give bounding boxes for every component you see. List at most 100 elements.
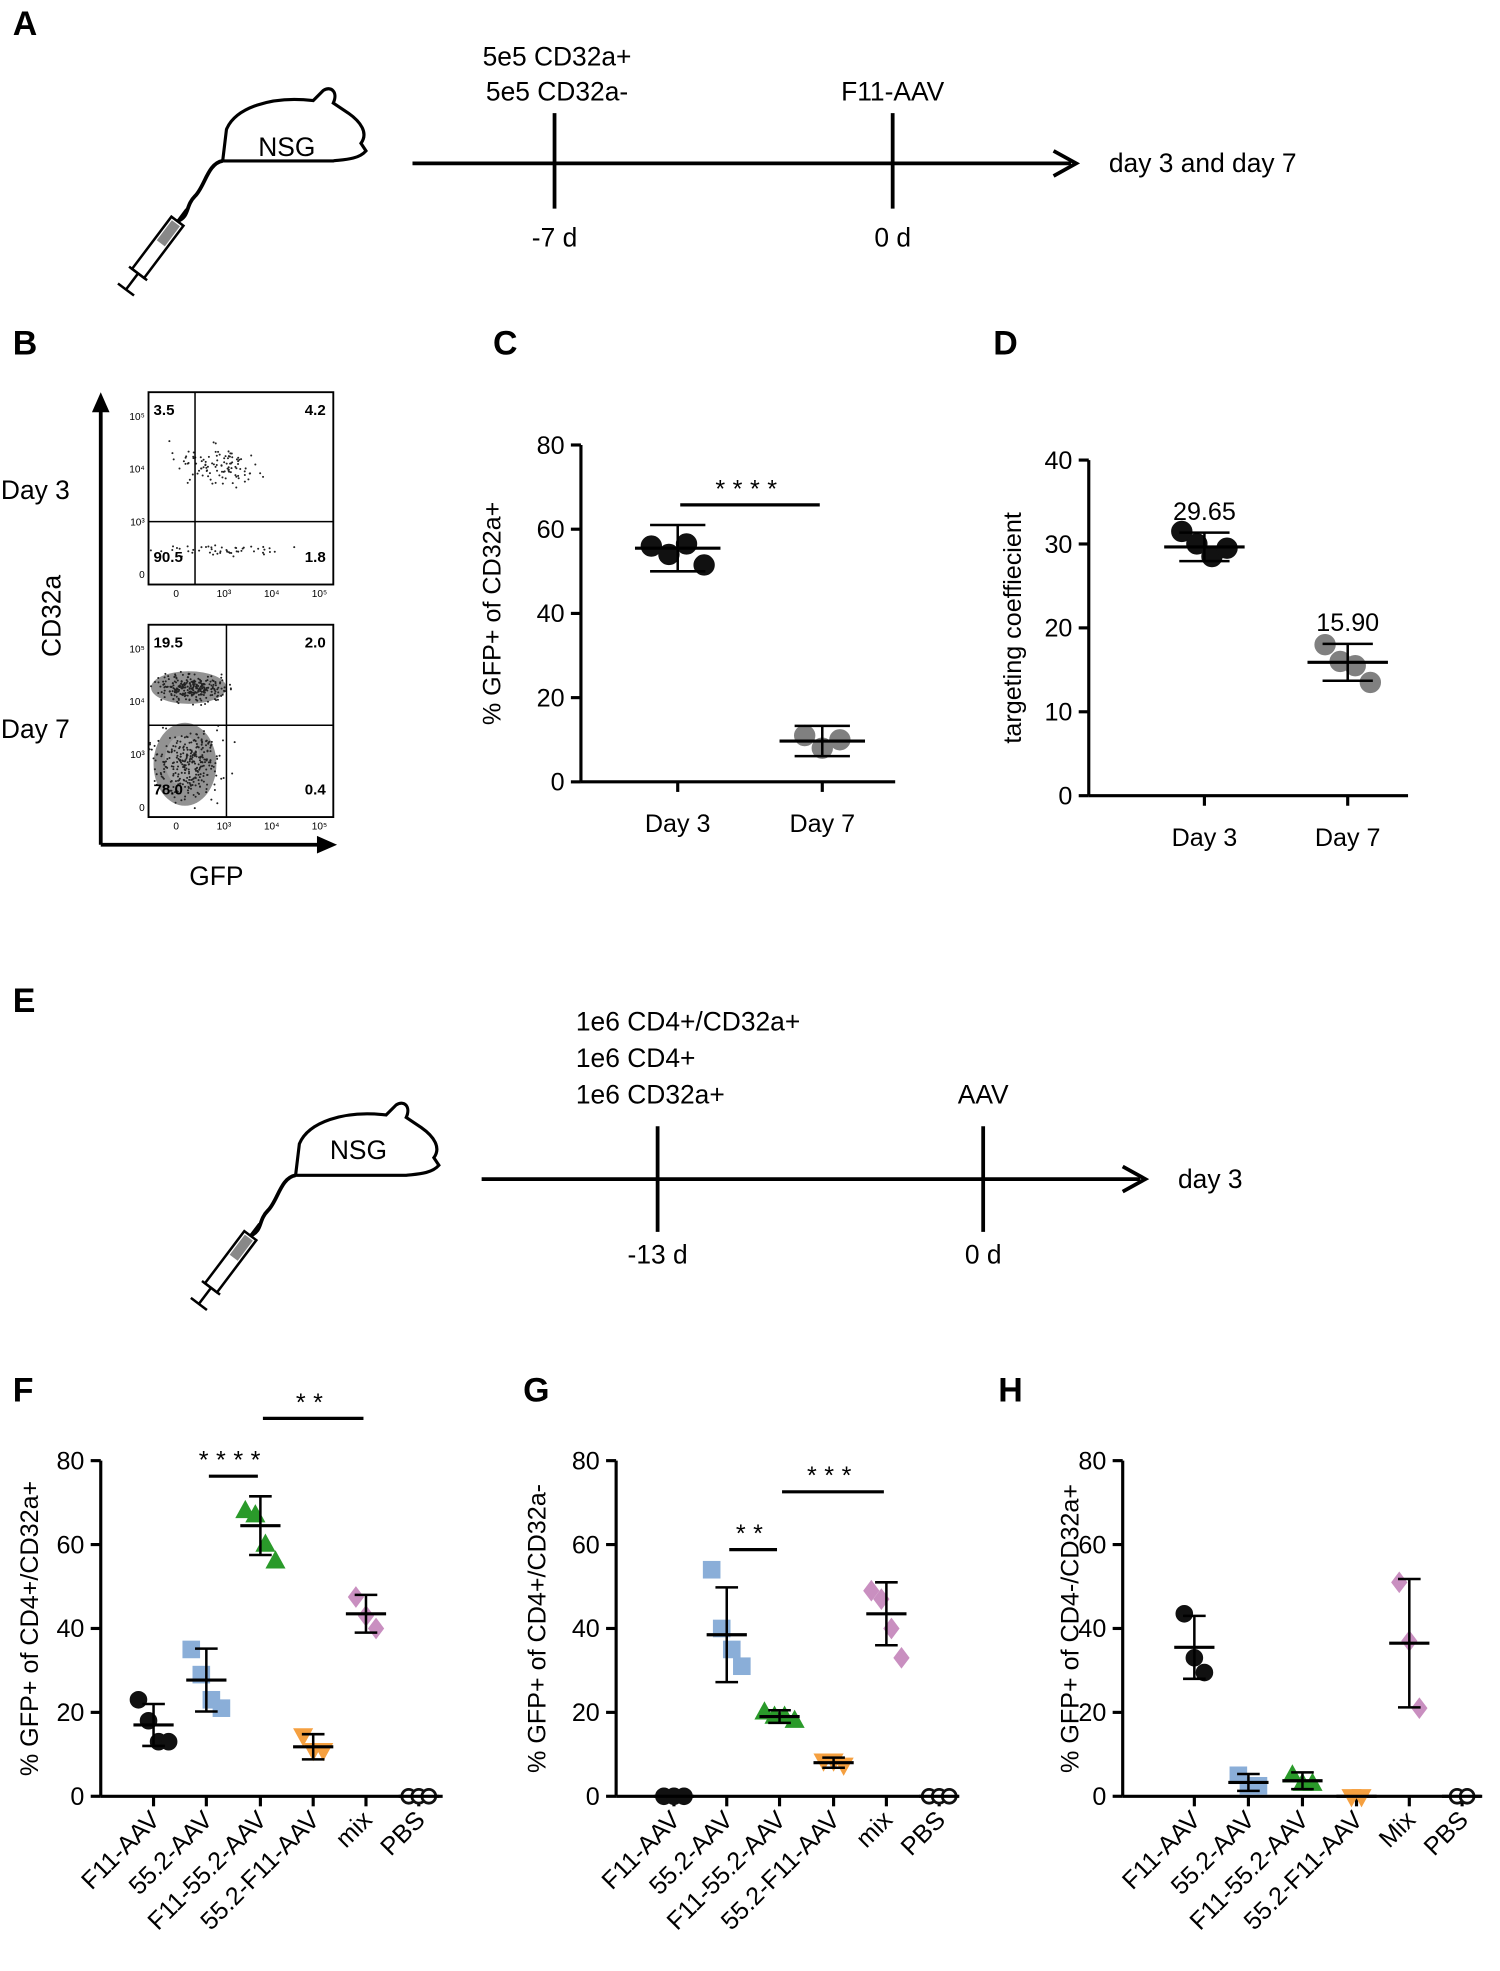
- data-point: [640, 535, 663, 557]
- event-dot: [180, 799, 183, 802]
- flow-tick-label: 10⁵: [129, 412, 144, 423]
- y-tick-label: 60: [572, 1531, 600, 1559]
- event-dot: [227, 469, 230, 472]
- event-dot: [175, 689, 178, 692]
- event-dot: [228, 551, 231, 554]
- event-dot: [153, 768, 156, 771]
- event-dot: [170, 780, 173, 783]
- event-dot: [205, 768, 208, 771]
- event-dot: [192, 689, 195, 692]
- event-dot: [235, 475, 238, 478]
- event-dot: [164, 760, 167, 763]
- event-dot: [252, 550, 255, 553]
- event-dot: [212, 679, 215, 682]
- event-dot: [230, 467, 233, 470]
- event-dot: [184, 698, 188, 701]
- event-dot: [173, 796, 176, 799]
- event-dot: [200, 546, 203, 549]
- event-dot: [188, 687, 191, 690]
- event-dot: [173, 690, 176, 693]
- event-dot: [159, 772, 162, 775]
- event-dot: [179, 685, 182, 688]
- data-point: [347, 1586, 365, 1608]
- event-dot: [194, 795, 197, 798]
- data-point: [1171, 520, 1193, 543]
- event-dot: [174, 736, 177, 739]
- event-dot: [185, 735, 188, 738]
- event-dot: [192, 548, 195, 551]
- event-dot: [176, 751, 179, 754]
- flow-tick-label: 10³: [217, 589, 232, 600]
- event-dot: [169, 789, 172, 792]
- event-dot: [209, 750, 212, 753]
- event-dot: [162, 680, 165, 683]
- data-point: [733, 1657, 751, 1676]
- event-dot: [199, 685, 202, 688]
- event-dot: [209, 478, 212, 481]
- event-dot: [177, 783, 180, 786]
- y-tick-label: 30: [1044, 531, 1072, 559]
- y-tick-label: 0: [551, 769, 565, 797]
- event-dot: [190, 687, 193, 690]
- event-dot: [233, 741, 236, 744]
- event-dot: [202, 774, 205, 778]
- event-dot: [194, 784, 197, 787]
- event-dot: [211, 765, 214, 768]
- event-dot: [175, 687, 178, 690]
- event-dot: [247, 478, 250, 481]
- event-dot: [215, 464, 218, 467]
- flow-row-label: Day 3: [1, 475, 70, 505]
- event-dot: [172, 768, 175, 771]
- event-dot: [178, 547, 181, 550]
- y-tick-label: 60: [1078, 1531, 1106, 1559]
- event-dot: [163, 696, 166, 699]
- data-point: [129, 1690, 148, 1709]
- event-dot: [199, 773, 202, 776]
- event-dot: [191, 680, 194, 683]
- mouse-icon: [187, 1101, 441, 1313]
- event-dot: [214, 762, 217, 765]
- event-dot: [162, 777, 165, 780]
- event-dot: [175, 695, 178, 698]
- event-dot: [155, 773, 158, 776]
- event-dot: [172, 458, 175, 461]
- event-dot: [259, 472, 262, 475]
- event-dot: [226, 457, 229, 460]
- event-dot: [234, 546, 237, 549]
- event-dot: [172, 773, 175, 776]
- event-dot: [201, 756, 204, 759]
- event-dot: [185, 746, 188, 749]
- event-dot: [194, 776, 197, 779]
- panel-label: E: [13, 982, 36, 1020]
- event-dot: [188, 781, 191, 784]
- event-dot: [189, 787, 193, 790]
- event-dot: [186, 685, 189, 688]
- event-dot: [187, 768, 190, 771]
- event-dot: [182, 460, 185, 463]
- panel-label: A: [13, 5, 38, 43]
- event-dot: [195, 773, 198, 776]
- y-tick-label: 80: [537, 432, 565, 460]
- event-dot: [198, 681, 201, 684]
- event-dot: [187, 691, 190, 694]
- event-dot: [250, 545, 253, 548]
- event-dot: [165, 686, 168, 689]
- significance-label: ****: [715, 475, 784, 503]
- event-dot: [186, 481, 189, 484]
- event-dot: [182, 752, 185, 755]
- event-dot: [193, 752, 196, 755]
- event-dot: [188, 758, 191, 761]
- event-dot: [166, 758, 169, 761]
- event-dot: [185, 767, 188, 770]
- x-tick-label: Day 3: [1172, 824, 1238, 852]
- y-tick-label: 40: [1078, 1615, 1106, 1643]
- x-tick-label: Day 3: [645, 810, 711, 838]
- event-dot: [197, 689, 200, 692]
- event-dot: [176, 739, 179, 742]
- event-dot: [200, 748, 203, 751]
- event-dot: [189, 678, 192, 681]
- event-dot: [212, 441, 215, 444]
- event-dot: [149, 741, 152, 744]
- event-dot: [218, 754, 221, 757]
- event-dot: [205, 739, 208, 742]
